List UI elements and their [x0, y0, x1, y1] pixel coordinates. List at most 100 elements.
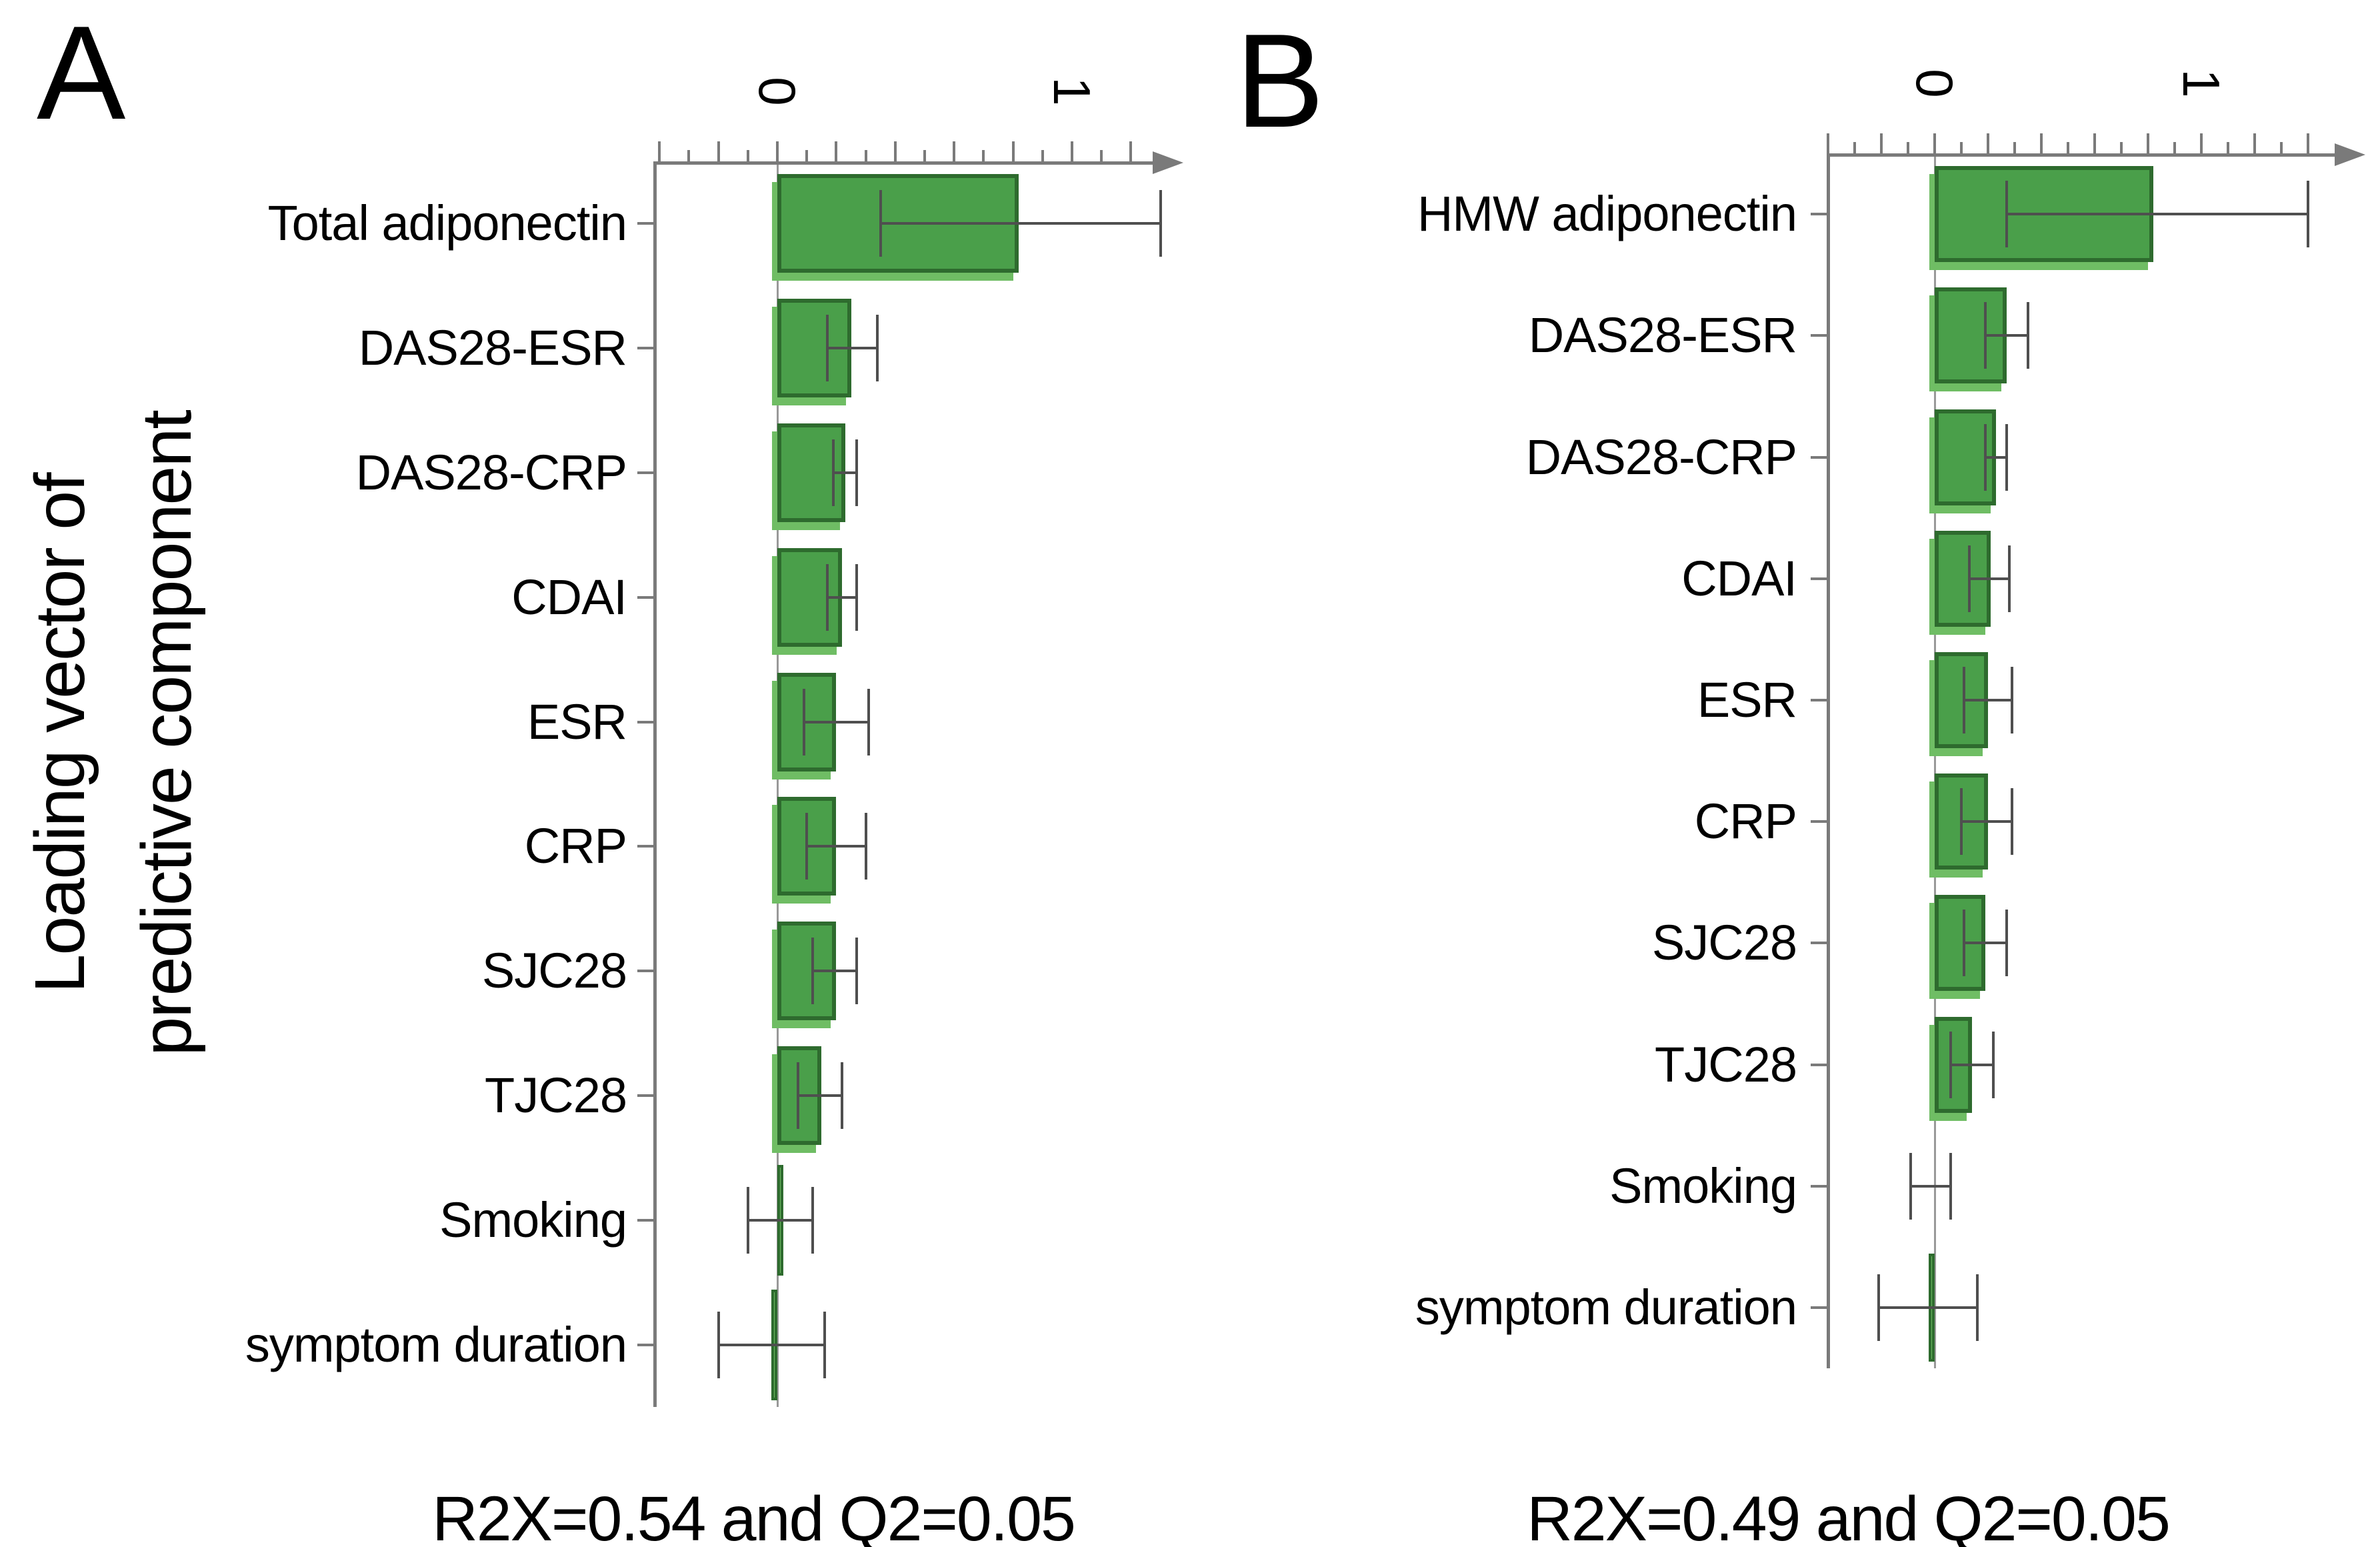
row-label: SJC28: [481, 943, 627, 999]
major-tick: [2093, 133, 2096, 155]
error-bar-cap-low: [1984, 302, 1987, 369]
error-bar-line: [807, 845, 866, 848]
error-bar-line: [747, 1218, 813, 1222]
row-label: ESR: [527, 693, 627, 749]
error-bar-line: [1951, 1063, 1993, 1066]
minor-tick: [687, 150, 691, 163]
error-bar-cap-high: [1992, 1031, 1995, 1098]
major-tick: [953, 141, 956, 163]
panel-a-letter: A: [37, 0, 126, 147]
minor-tick: [746, 150, 749, 163]
error-bar-line: [1985, 334, 2028, 337]
row-tick: [637, 222, 653, 225]
error-bar-cap-low: [1963, 910, 1965, 977]
row-tick: [1811, 1306, 1827, 1309]
error-bar-line: [1961, 820, 2012, 824]
axis-arrowhead: [1153, 151, 1183, 174]
row-label: HMW adiponectin: [1417, 186, 1797, 242]
minor-tick: [982, 150, 985, 163]
error-bar-cap-low: [1968, 545, 1971, 612]
row-label: Smoking: [1609, 1158, 1797, 1214]
error-bar-cap-high: [855, 439, 859, 506]
row-tick: [637, 347, 653, 350]
row-tick: [637, 970, 653, 973]
error-bar-cap-low: [805, 813, 809, 880]
row-tick: [1811, 577, 1827, 580]
error-bar-cap-high: [2005, 423, 2008, 491]
row-label: CRP: [1694, 794, 1797, 850]
row-label: TJC28: [485, 1068, 627, 1123]
error-bar-cap-high: [2011, 788, 2013, 856]
error-bar-cap-high: [1976, 1274, 1979, 1341]
error-bar-cap-high: [2005, 910, 2008, 977]
error-bar-line: [1964, 942, 2007, 945]
error-bar-cap-high: [823, 1311, 826, 1378]
error-bar-line: [1969, 577, 2009, 580]
major-tick: [1071, 141, 1073, 163]
major-tick: [2147, 133, 2149, 155]
axis-tick-label: 1: [2172, 69, 2231, 98]
major-tick: [2200, 133, 2203, 155]
error-bar-line: [880, 222, 1161, 225]
zero-gridline: [777, 161, 779, 1407]
error-bar-cap-high: [855, 563, 859, 631]
error-bar-cap-high: [841, 1062, 844, 1129]
row-label: ESR: [1697, 671, 1797, 727]
error-bar-cap-high: [811, 1186, 815, 1254]
error-bar-cap-low: [802, 688, 805, 755]
row-tick: [1811, 334, 1827, 337]
bar: [777, 547, 843, 647]
row-label: CDAI: [1681, 550, 1797, 606]
error-bar-line: [813, 970, 857, 973]
error-bar-cap-high: [855, 938, 859, 1005]
row-tick: [637, 1218, 653, 1222]
row-tick: [637, 720, 653, 723]
row-label: DAS28-CRP: [1525, 429, 1797, 485]
row-tick: [637, 471, 653, 474]
row-label: symptom duration: [1415, 1279, 1797, 1335]
row-tick: [1811, 698, 1827, 701]
error-bar-cap-low: [717, 1311, 720, 1378]
row-tick: [1811, 820, 1827, 824]
error-bar-cap-high: [867, 688, 871, 755]
major-tick: [1011, 141, 1015, 163]
category-axis-line: [1827, 153, 1830, 1368]
minor-tick: [2227, 142, 2229, 155]
error-bar-line: [1911, 1184, 1951, 1188]
error-bar-cap-low: [879, 190, 882, 257]
minor-tick: [2067, 142, 2069, 155]
error-bar-line: [833, 471, 857, 474]
axis-tick-label: 0: [748, 77, 807, 106]
error-bar-line: [1879, 1306, 1977, 1309]
major-tick: [1129, 141, 1133, 163]
minor-tick: [1907, 142, 1909, 155]
panel-b-caption: R2X=0.49 and Q2=0.05: [1527, 1484, 2171, 1547]
row-label: CDAI: [511, 569, 627, 625]
minor-tick: [1041, 150, 1044, 163]
minor-tick: [2013, 142, 2016, 155]
category-axis-line: [653, 161, 657, 1407]
row-tick: [637, 595, 653, 599]
panel-a-caption: R2X=0.54 and Q2=0.05: [432, 1484, 1076, 1547]
error-bar-cap-high: [1949, 1152, 1952, 1220]
error-bar-cap-low: [796, 1062, 799, 1129]
major-tick: [1827, 133, 1829, 155]
row-tick: [637, 1343, 653, 1346]
row-label: DAS28-ESR: [1528, 307, 1797, 363]
error-bar-cap-low: [831, 439, 835, 506]
error-bar-cap-high: [2027, 302, 2029, 369]
major-tick: [1933, 133, 1936, 155]
error-bar-line: [2007, 213, 2308, 216]
error-bar-cap-high: [864, 813, 867, 880]
error-bar-line: [803, 720, 869, 723]
error-bar-line: [1985, 455, 2007, 459]
major-tick: [717, 141, 720, 163]
major-tick: [658, 141, 661, 163]
axis-tick-label: 0: [1905, 69, 1965, 98]
major-tick: [2307, 133, 2309, 155]
row-tick: [1811, 942, 1827, 945]
minor-tick: [1100, 150, 1103, 163]
axis-arrowhead: [2335, 143, 2365, 166]
row-label: TJC28: [1655, 1036, 1797, 1092]
row-label: Total adiponectin: [267, 195, 627, 251]
